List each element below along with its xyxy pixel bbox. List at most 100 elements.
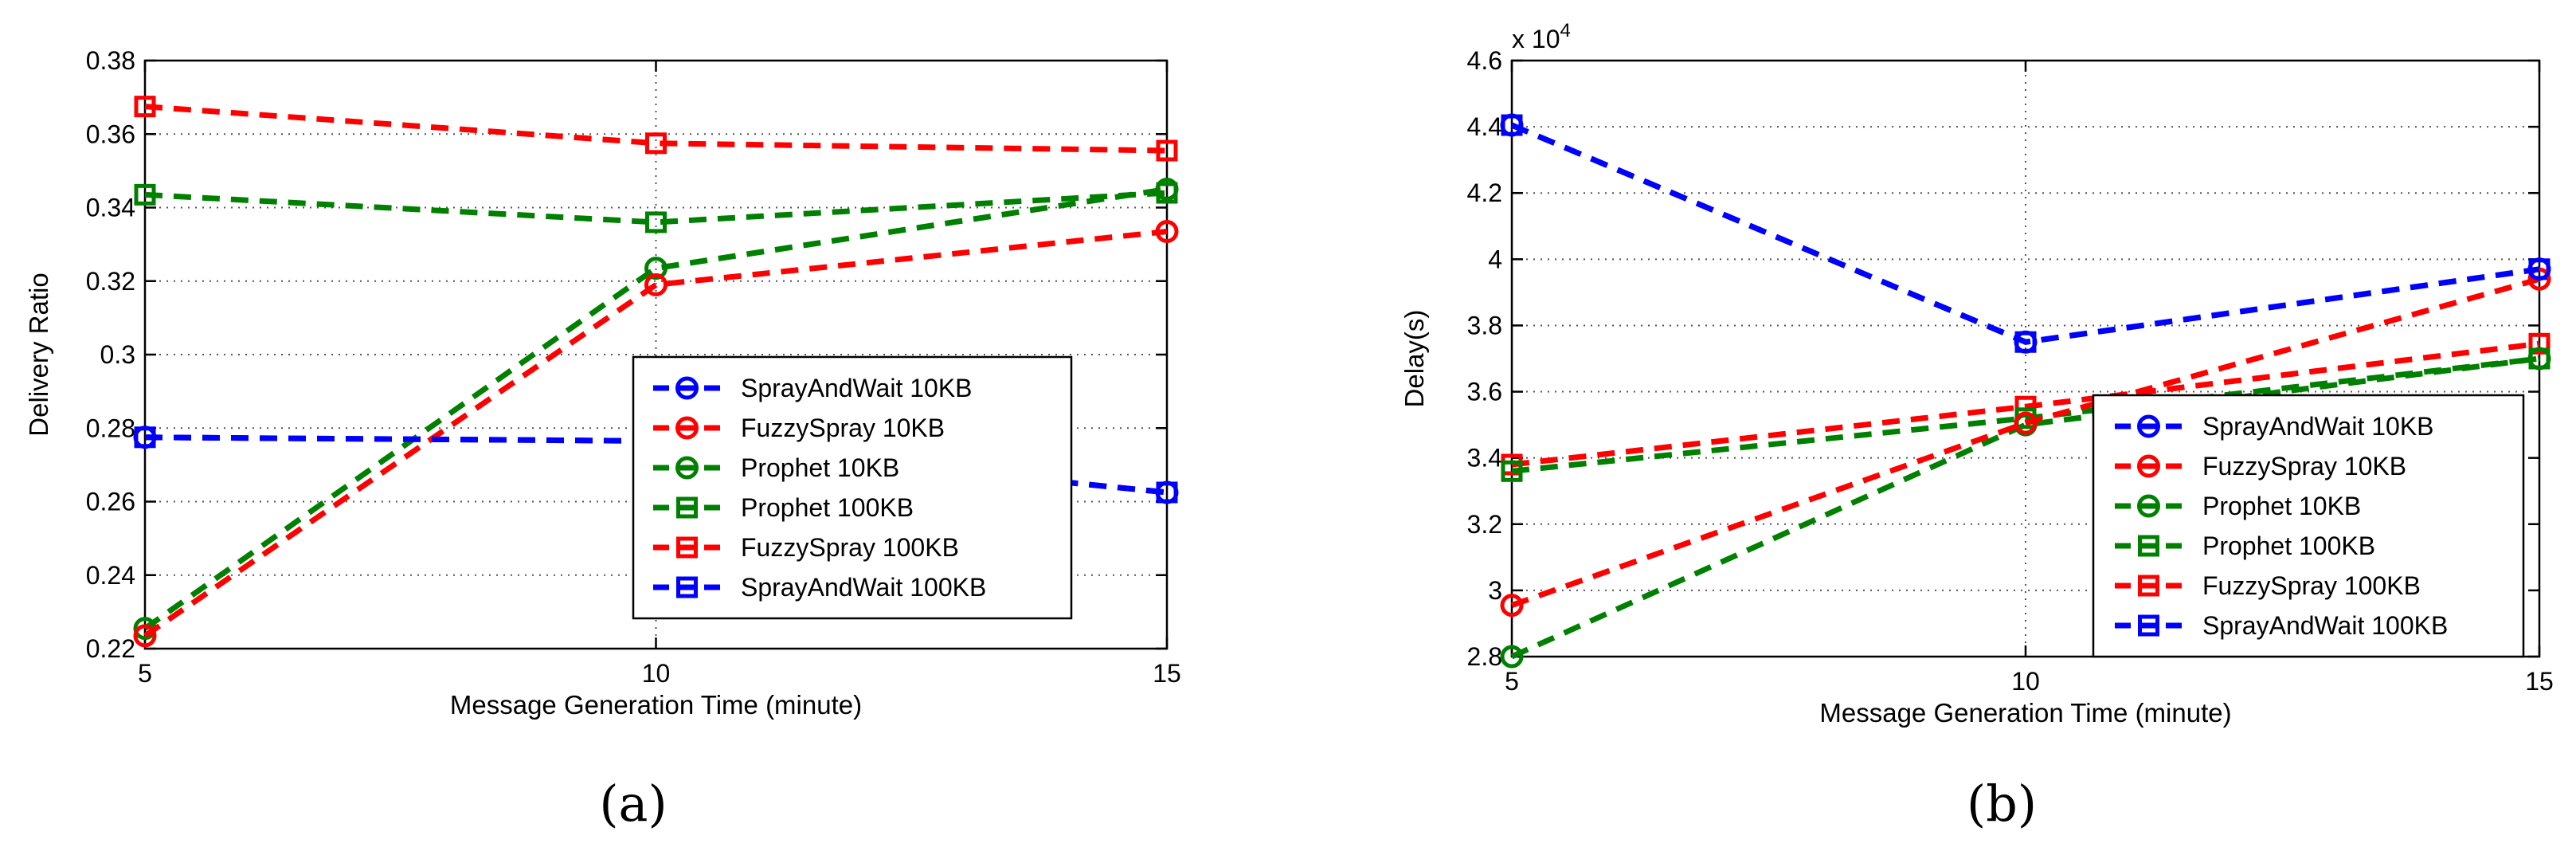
panel-a-legend-label: FuzzySpray 100KB — [741, 533, 959, 562]
panel-b-ytick-label: 4.4 — [1467, 112, 1502, 141]
panel-b-legend-entry: SprayAndWait 100KB — [2115, 611, 2448, 640]
panel-a-point-fuzzyspray-100kb — [134, 96, 156, 118]
panel-a-legend-label: Prophet 100KB — [741, 493, 914, 522]
panel-a-ytick-label: 0.22 — [86, 634, 135, 663]
panel-b-point-fuzzyspray-100kb — [2528, 332, 2551, 355]
panel-b-series-fuzzyspray-10kb — [1500, 267, 2551, 618]
panel-b-legend-marker — [2137, 414, 2160, 438]
panel-a-legend-entry: FuzzySpray 100KB — [653, 533, 959, 562]
panel-b-legend-entry: FuzzySpray 100KB — [2115, 571, 2421, 600]
panel-a-xtick-label: 5 — [138, 659, 152, 688]
panel-a-legend-marker — [676, 496, 698, 519]
panel-b-ytick-label: 3 — [1488, 576, 1502, 605]
panel-b-axis-exponent: x 104 — [1512, 20, 1571, 53]
panel-a-legend-marker — [675, 376, 699, 400]
panel-b-legend-marker — [2138, 535, 2159, 557]
panel-a-ytick-label: 0.24 — [86, 561, 135, 590]
panel-b-point-prophet-10kb — [1500, 645, 1524, 669]
panel-b-legend-label: FuzzySpray 10KB — [2202, 452, 2406, 480]
panel-b-series-sprayandwait-10kb — [1500, 113, 2551, 354]
panel-a-legend-entry: SprayAndWait 10KB — [653, 374, 973, 402]
panel-b-ytick-label: 2.8 — [1467, 642, 1502, 671]
panel-b-point-sprayandwait-10kb — [2014, 330, 2038, 354]
panel-b-ytick-label: 4.2 — [1467, 178, 1502, 207]
panel-b-legend-label: FuzzySpray 100KB — [2202, 571, 2421, 600]
panel-a-legend-entry: SprayAndWait 100KB — [653, 573, 986, 602]
panel-a-ytick-label: 0.36 — [86, 120, 135, 148]
panel-b-legend-label: Prophet 100KB — [2202, 531, 2375, 560]
panel-b-xtick-label: 15 — [2525, 667, 2554, 696]
panel-b-line-fuzzyspray-100kb — [1511, 340, 2540, 468]
panel-a-chart: 0.22 0.24 0.26 0.28 0.3 0.32 0.34 0.36 0.38 5 10 15… — [24, 46, 1181, 833]
panel-a-series-fuzzyspray-100kb — [134, 96, 1178, 162]
panel-b-legend-label: SprayAndWait 10KB — [2202, 412, 2434, 441]
panel-a-point-prophet-100kb — [134, 183, 156, 206]
panel-b-ytick-label: 3.8 — [1467, 311, 1502, 339]
panel-b-ytick-label: 4.6 — [1467, 46, 1502, 75]
panel-b-line-sprayandwait-10kb — [1510, 122, 2540, 345]
panel-b-series-fuzzyspray-100kb — [1501, 332, 2551, 476]
panel-a-legend: SprayAndWait 10KB FuzzySpray 10KB Prophet … — [632, 355, 1073, 620]
panel-a-legend-marker — [676, 536, 698, 559]
panel-a-point-sprayandwait-10kb — [1155, 480, 1179, 504]
panel-a-series-fuzzyspray-10kb — [133, 219, 1179, 648]
panel-b-legend-marker — [2137, 454, 2160, 478]
panel-a-legend-marker — [676, 576, 698, 598]
panel-a-point-fuzzyspray-100kb — [645, 132, 667, 155]
panel-b-legend: SprayAndWait 10KB FuzzySpray 10KB Prophet … — [2092, 394, 2525, 658]
panel-a-xtick-label: 15 — [1153, 659, 1181, 688]
panel-a-point-fuzzyspray-10kb — [644, 273, 667, 296]
panel-b-xtick-label: 5 — [1505, 667, 1519, 696]
panel-b-line-prophet-100kb — [1511, 355, 2540, 474]
panel-b-axis-exponent-power: 4 — [1560, 20, 1570, 41]
panel-b-legend-label: Prophet 10KB — [2202, 492, 2361, 520]
panel-b-xtick-label: 10 — [2011, 667, 2040, 696]
panel-b-line-fuzzyspray-10kb — [1510, 276, 2540, 608]
panel-a-legend-marker — [675, 456, 699, 480]
panel-b-y-axis-label: Delay(s) — [1400, 310, 1429, 408]
panel-a-legend-entry: Prophet 10KB — [653, 453, 899, 482]
panel-a-xtick-label: 10 — [642, 659, 671, 688]
panel-a-legend-label: Prophet 10KB — [741, 453, 899, 482]
panel-a-legend-entry: Prophet 100KB — [653, 493, 914, 522]
panel-b-legend-entry: SprayAndWait 10KB — [2115, 412, 2434, 441]
panel-b-legend-marker — [2138, 575, 2159, 597]
panel-a-ytick-label: 0.3 — [100, 340, 135, 369]
panel-b-point-sprayandwait-10kb — [1500, 113, 1524, 137]
panel-b-legend-marker — [2138, 614, 2159, 637]
panel-a-y-axis-label: Delivery Ratio — [24, 273, 53, 436]
panel-a-ytick-label: 0.32 — [86, 267, 135, 296]
panel-a-point-prophet-100kb — [645, 211, 667, 233]
panel-b-ytick-label: 3.4 — [1467, 444, 1502, 473]
panel-b-legend-entry: Prophet 10KB — [2115, 492, 2361, 520]
panel-b-chart: 2.8 3 3.2 3.4 3.6 3.8 4 4.2 4.4 4.6 5 10 15 Message G… — [1400, 20, 2554, 833]
panel-a-point-prophet-10kb — [644, 257, 667, 280]
panel-a-point-fuzzyspray-10kb — [1155, 219, 1179, 243]
panel-a-ytick-label: 0.28 — [86, 414, 135, 442]
panel-b-legend-entry: Prophet 100KB — [2115, 531, 2375, 560]
panel-a-point-fuzzyspray-100kb — [1156, 139, 1178, 162]
panel-b-legend-entry: FuzzySpray 10KB — [2115, 452, 2406, 480]
panel-b-x-axis-label: Message Generation Time (minute) — [1819, 698, 2231, 728]
panel-a-legend-label: FuzzySpray 10KB — [741, 414, 945, 442]
panel-a-series-prophet-10kb — [133, 177, 1179, 641]
panel-b-line-prophet-10kb — [1510, 355, 2540, 660]
panel-a-legend-label: SprayAndWait 100KB — [741, 573, 986, 602]
panel-a-point-sprayandwait-10kb — [133, 426, 157, 449]
panel-b-ytick-label: 3.2 — [1467, 510, 1502, 539]
panel-b-point-fuzzyspray-10kb — [2014, 411, 2038, 435]
panel-b-ytick-label: 3.6 — [1467, 378, 1502, 406]
panel-a-legend-entry: FuzzySpray 10KB — [653, 414, 945, 442]
panel-a-ytick-label: 0.38 — [86, 46, 135, 75]
panel-a-panel-label: (a) — [599, 775, 667, 833]
panel-b-panel-label: (b) — [1967, 775, 2037, 833]
panel-a-legend-marker — [675, 416, 699, 440]
panel-a-line-fuzzyspray-10kb — [143, 229, 1168, 638]
panel-a-point-prophet-10kb — [1155, 177, 1179, 201]
panel-b-legend-marker — [2137, 494, 2160, 518]
panel-a-line-prophet-10kb — [143, 186, 1168, 631]
panel-b-point-prophet-10kb — [2527, 347, 2551, 371]
panel-b-point-prophet-100kb — [1501, 460, 1523, 482]
panel-a-x-axis-label: Message Generation Time (minute) — [450, 690, 862, 720]
